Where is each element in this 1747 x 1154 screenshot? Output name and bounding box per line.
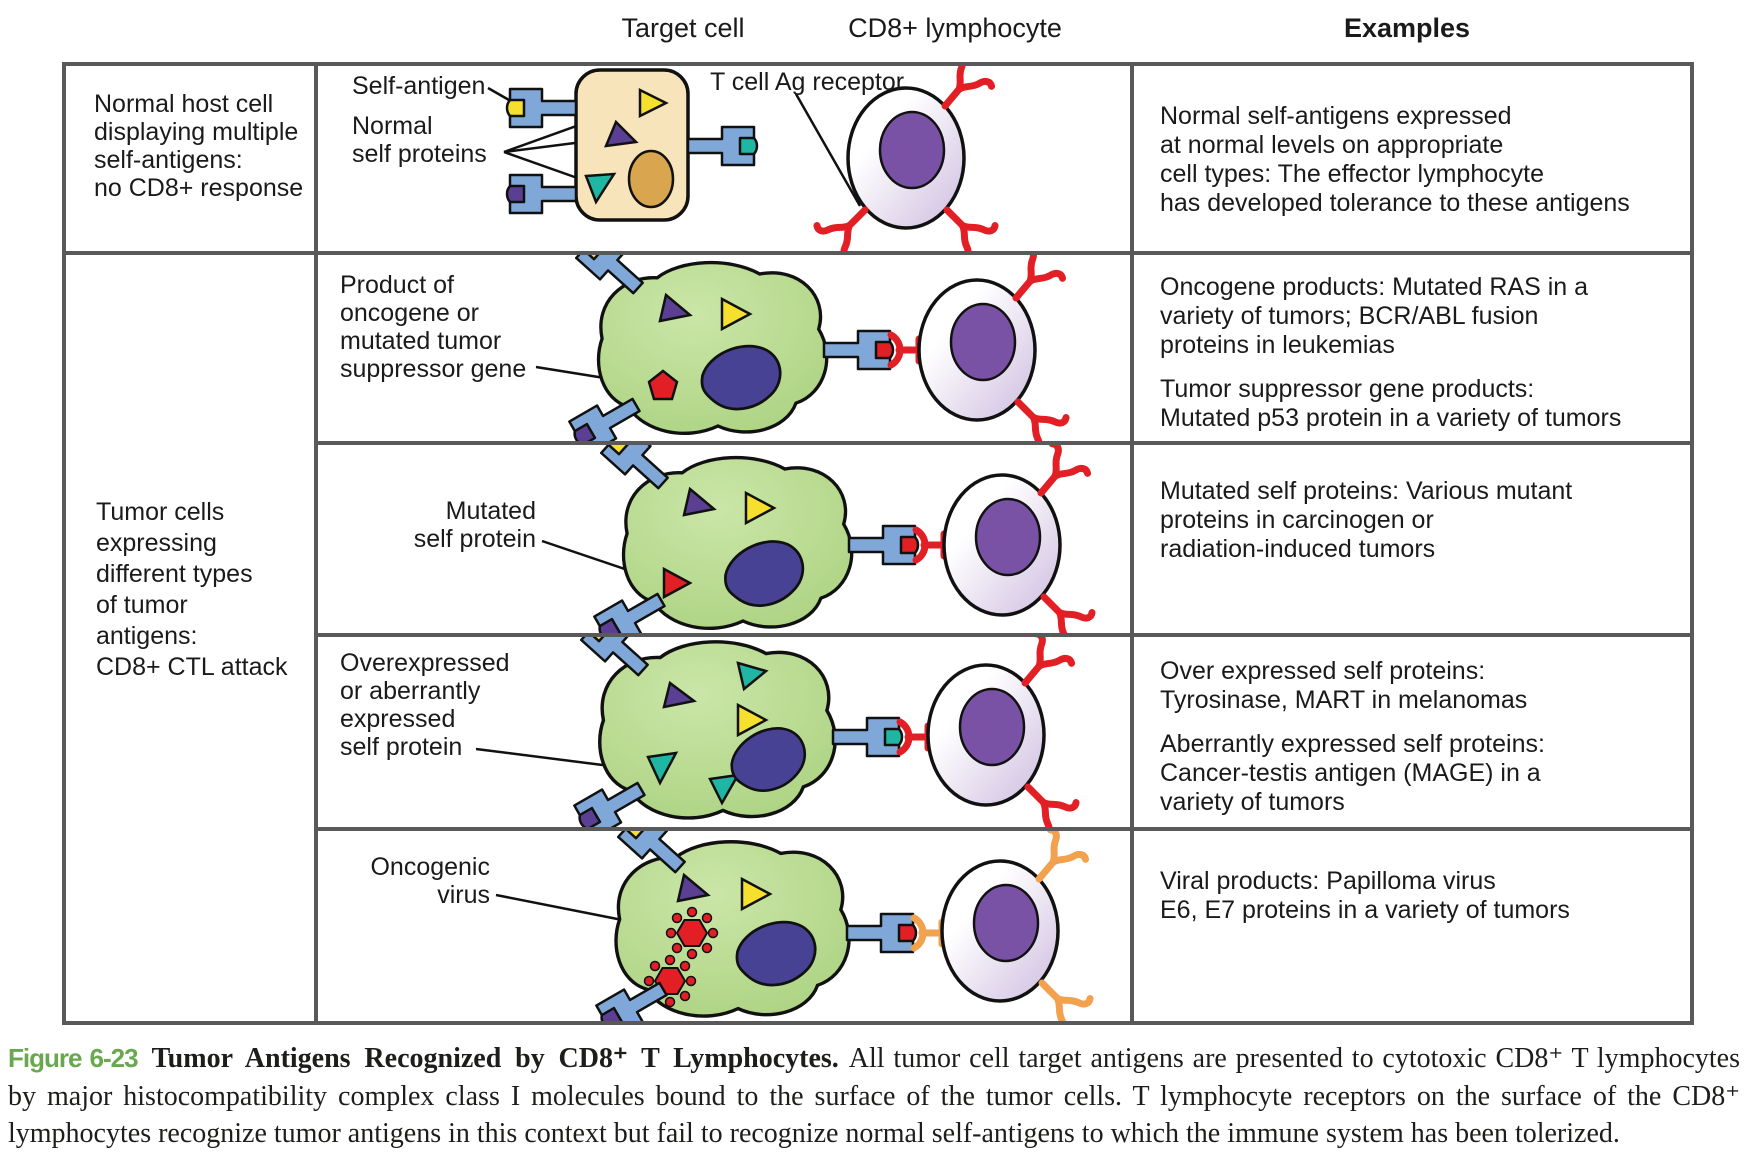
diagram-oncogene-product: Product of oncogene or mutated tumor sup…	[318, 255, 1130, 441]
label-oncogenic-virus: Oncogenic	[370, 853, 490, 881]
example-mutated-self-proteins: Mutated self proteins: Various mutant pr…	[1134, 445, 1690, 633]
tcr-engaged-icon	[891, 335, 919, 365]
mhc-receptor-icon	[831, 716, 904, 758]
diagram-mutated-self-protein: Mutated self protein	[318, 445, 1130, 633]
label-self-antigen: Self-antigen	[352, 72, 486, 100]
label-overexpressed: Overexpressed	[340, 649, 510, 677]
diagram-oncogenic-virus: Oncogenic virus	[318, 831, 1130, 1021]
antigen-purple	[682, 486, 717, 517]
lymphocyte-nucleus	[878, 110, 946, 190]
mhc-receptor-icon	[847, 524, 920, 566]
diagram-overexpressed-self-protein: Overexpressed or aberrantly expressed se…	[318, 637, 1130, 827]
example-viral-products: Viral products: Papilloma virus E6, E7 p…	[1134, 831, 1690, 1021]
antigen-yellow	[720, 296, 753, 332]
lymphocyte-nucleus	[949, 302, 1017, 382]
antigen-yellow	[744, 490, 777, 526]
mhc-receptor-icon	[686, 125, 759, 167]
caption-body: All tumor cell target antigens are prese…	[8, 1043, 1740, 1149]
mutated-protein-scene	[541, 445, 1130, 633]
label-t-cell-ag-receptor: T cell Ag receptor	[710, 68, 905, 96]
column-header-cd8-lymphocyte: CD8+ lymphocyte	[848, 13, 1062, 43]
mhc-receptor-icon	[822, 329, 895, 371]
mutated-protein-red-triangle	[662, 566, 693, 600]
oncogene-product-pentagon	[647, 369, 679, 401]
mhc-receptor-icon	[505, 87, 578, 129]
virus-particle-icon	[665, 906, 719, 960]
antigen-yellow	[736, 702, 769, 738]
self-protein-teal	[584, 172, 617, 205]
oncogenic-virus-scene	[495, 831, 1130, 1021]
oncogene-scene	[535, 255, 1130, 441]
label-normal-self-proteins: Normal	[352, 112, 433, 140]
diagram-normal-host-cell: Self-antigen Normal self proteins T cell…	[318, 66, 1130, 251]
label-mutated-self-protein: Mutated	[445, 497, 536, 525]
normal-host-cell-body	[574, 68, 690, 222]
column-header-examples: Examples	[1343, 13, 1471, 43]
mhc-receptor-icon	[845, 912, 918, 954]
antigen-teal	[646, 751, 679, 786]
antigen-purple	[676, 872, 711, 903]
self-protein-purple	[604, 119, 639, 148]
antigen-teal	[736, 661, 769, 692]
self-protein-yellow	[638, 87, 669, 119]
example-overexpressed-self-proteins: Over expressed self proteins: Tyrosinase…	[1134, 637, 1690, 827]
column-header-target-cell: Target cell	[621, 13, 745, 43]
antigen-yellow	[740, 876, 773, 912]
mhc-receptor-icon	[505, 173, 578, 215]
normal-cell-nucleus	[627, 149, 675, 209]
overexpressed-scene	[475, 637, 1130, 827]
figure-number-label: Figure 6-23	[8, 1043, 139, 1073]
lymphocyte-nucleus	[972, 883, 1040, 963]
lymphocyte-nucleus	[974, 497, 1042, 577]
tcr-engaged-icon	[900, 722, 928, 752]
antigen-purple	[658, 292, 693, 323]
normal-cell-scene	[487, 66, 1130, 251]
caption-title: Tumor Antigens Recognized by CD8⁺ T Lymp…	[151, 1043, 839, 1074]
antigen-table: Normal host cell displaying multiple sel…	[62, 62, 1694, 1025]
row-label-normal-host-cell: Normal host cell displaying multiple sel…	[66, 66, 314, 251]
antigen-purple	[662, 680, 697, 709]
row-label-tumor-cells: Tumor cells expressing different types o…	[66, 255, 314, 1021]
label-oncogene-product: Product of	[340, 271, 454, 299]
antigen-teal	[708, 773, 741, 806]
lymphocyte-nucleus	[958, 687, 1026, 767]
example-oncogene-products: Oncogene products: Mutated RAS in a vari…	[1134, 255, 1690, 441]
figure-caption: Figure 6-23 Tumor Antigens Recognized by …	[8, 1040, 1740, 1153]
tcr-engaged-icon	[914, 918, 942, 948]
tcr-engaged-icon	[916, 530, 944, 560]
example-normal-self-antigens: Normal self-antigens expressed at normal…	[1134, 66, 1690, 251]
